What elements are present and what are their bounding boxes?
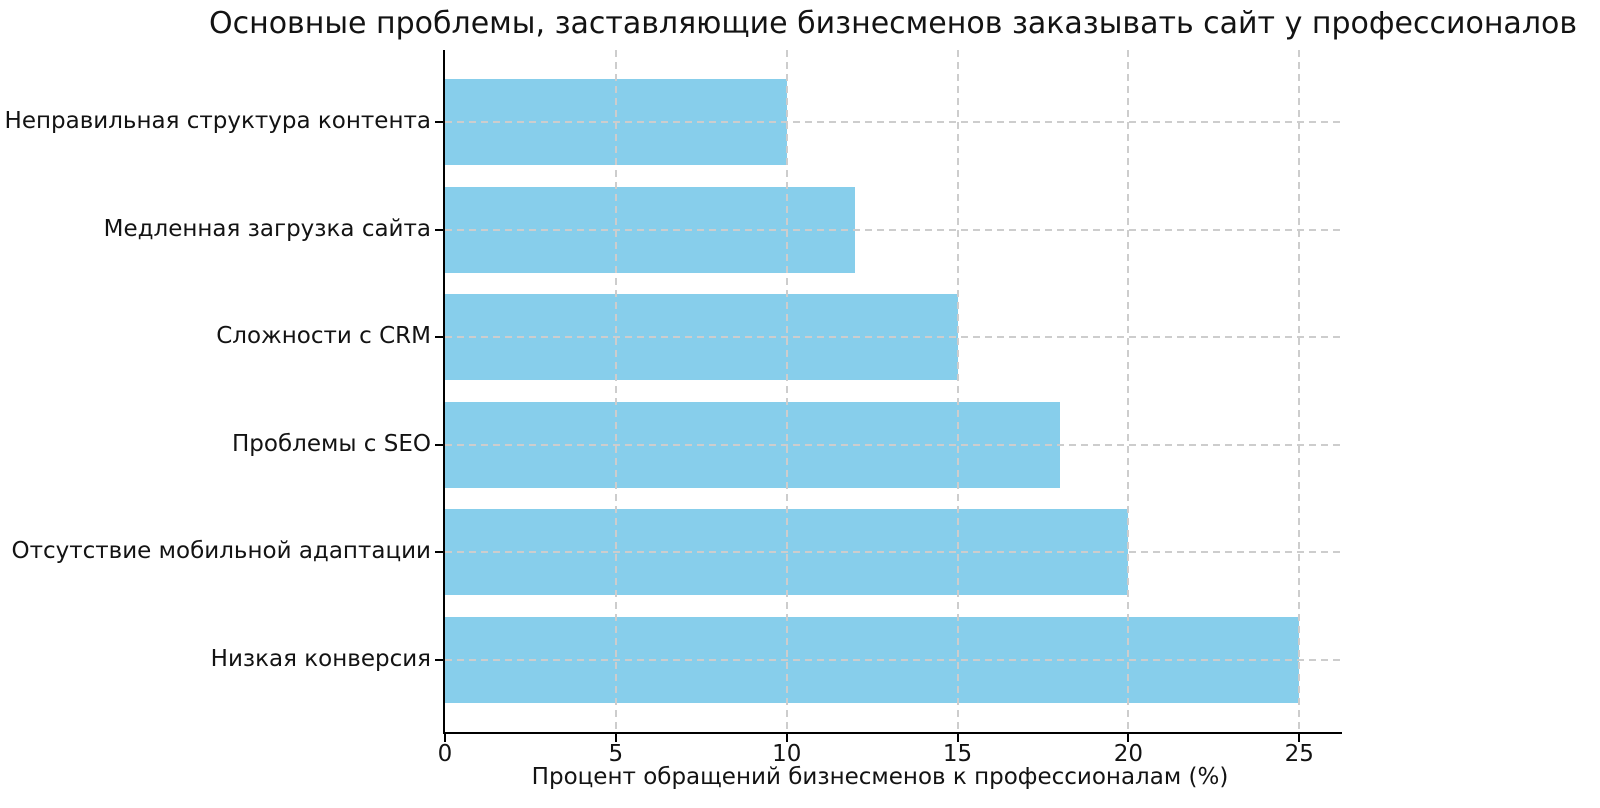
v-gridline-5 <box>614 50 617 732</box>
y-tick-1 <box>435 228 445 231</box>
h-gridline-5 <box>445 658 1342 661</box>
x-tick-10 <box>785 732 788 742</box>
h-gridline-0 <box>445 121 1342 123</box>
x-tick-25 <box>1298 732 1301 742</box>
x-tick-label-20: 20 <box>1113 741 1144 767</box>
v-gridline-20 <box>1127 50 1130 732</box>
y-tick-4 <box>435 551 445 553</box>
x-tick-label-15: 15 <box>942 741 973 767</box>
y-tick-label-5: Низкая конверсия <box>210 645 431 672</box>
y-tick-label-2: Сложности с CRM <box>216 323 431 350</box>
h-gridline-3 <box>445 443 1342 446</box>
y-tick-label-0: Неправильная структура контента <box>4 108 431 135</box>
x-axis-spine <box>443 732 1342 734</box>
h-gridline-2 <box>445 336 1342 338</box>
v-gridline-10 <box>785 50 788 732</box>
h-gridline-1 <box>445 228 1342 231</box>
y-tick-label-3: Проблемы с SEO <box>231 430 431 457</box>
x-tick-15 <box>956 732 959 742</box>
x-axis-label: Процент обращений бизнесменов к професси… <box>531 764 1229 790</box>
plot-area: Неправильная структура контента Медленная… <box>5 50 1342 766</box>
y-axis-spine <box>443 50 445 734</box>
y-tick-5 <box>435 658 445 661</box>
v-gridline-25 <box>1298 50 1301 732</box>
y-tick-label-1: Медленная загрузка сайта <box>103 215 431 242</box>
x-tick-label-0: 0 <box>437 741 453 767</box>
y-tick-label-4: Отсутствие мобильной адаптации <box>11 538 431 565</box>
x-tick-label-5: 5 <box>608 741 624 767</box>
chart-title: Основные проблемы, заставляющие бизнесме… <box>208 6 1578 41</box>
h-gridline-4 <box>445 551 1342 553</box>
x-tick-label-10: 10 <box>772 741 802 767</box>
y-tick-3 <box>435 443 445 446</box>
y-tick-2 <box>435 336 445 338</box>
x-tick-label-25: 25 <box>1284 741 1314 767</box>
v-gridline-15 <box>956 50 959 732</box>
x-tick-0 <box>444 732 446 742</box>
x-tick-20 <box>1127 732 1130 742</box>
x-tick-5 <box>614 732 617 742</box>
y-tick-0 <box>435 121 445 123</box>
